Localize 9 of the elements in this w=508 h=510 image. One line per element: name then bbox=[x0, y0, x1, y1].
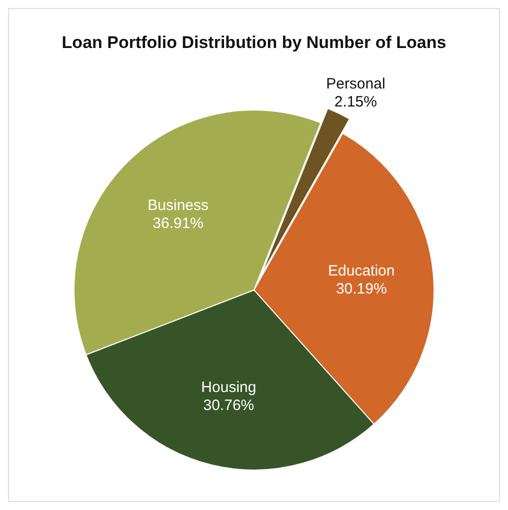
slice-label: Education bbox=[328, 262, 395, 280]
slice-label: Personal bbox=[326, 76, 386, 93]
chart-title: Loan Portfolio Distribution by Number of Loans bbox=[62, 33, 446, 52]
data-label: 2.15% bbox=[334, 94, 377, 111]
data-label: 30.76% bbox=[203, 396, 254, 414]
data-label: 36.91% bbox=[152, 215, 204, 232]
slice-label: Housing bbox=[201, 378, 256, 396]
slice-label: Business bbox=[148, 197, 209, 214]
data-label: 30.19% bbox=[336, 280, 387, 298]
